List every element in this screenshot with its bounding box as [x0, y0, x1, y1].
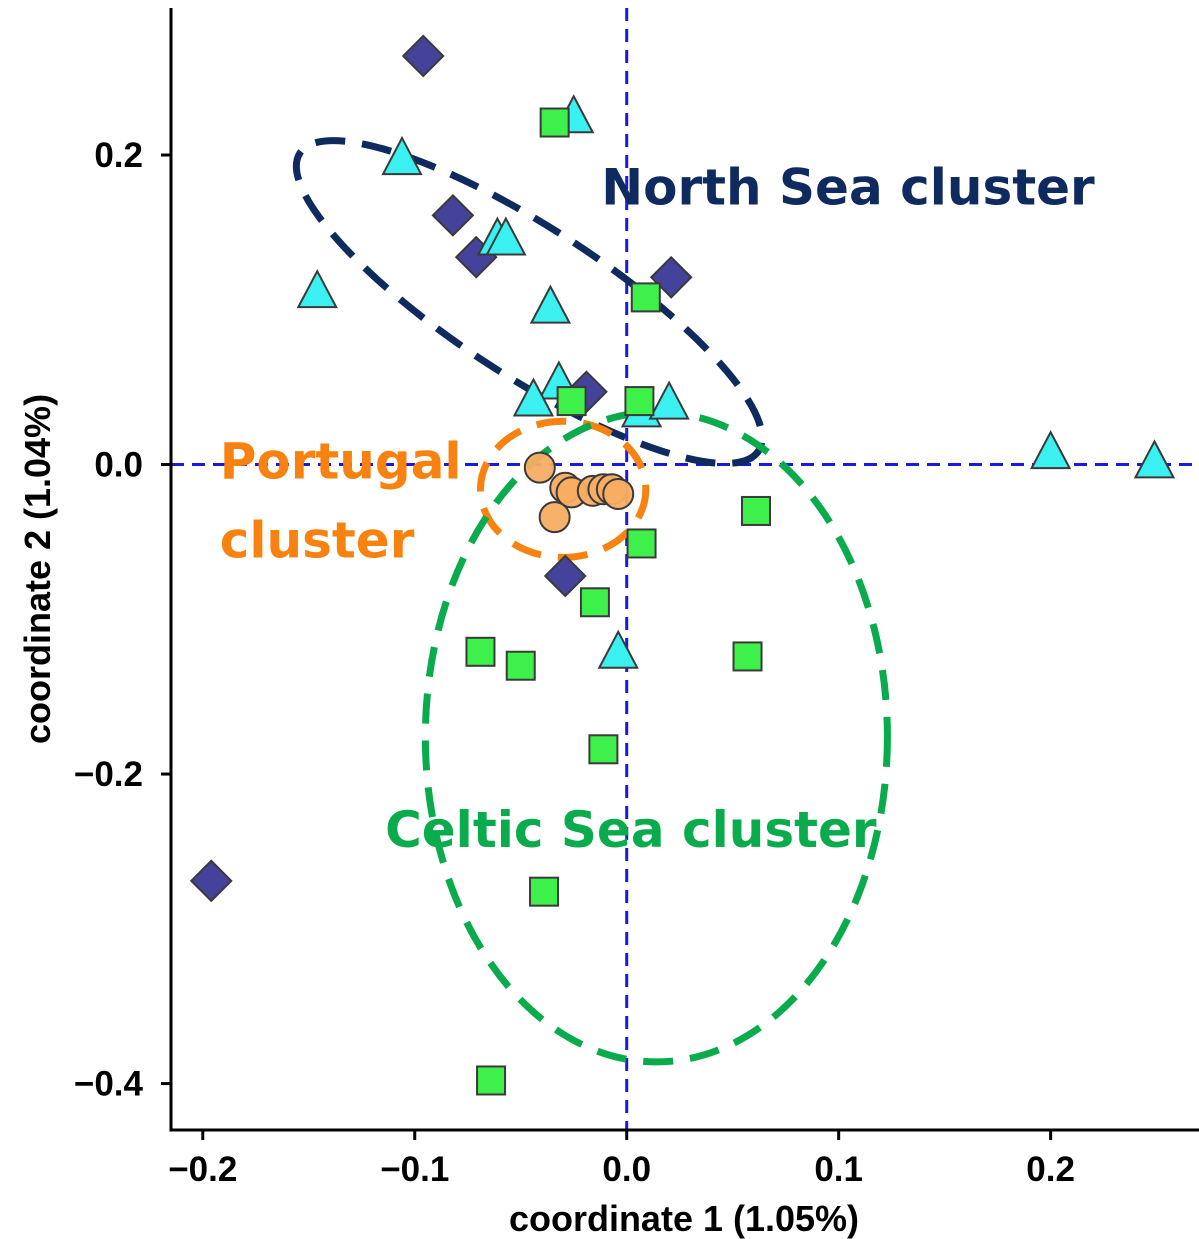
x-tick-label: −0.2	[168, 1150, 237, 1189]
data-point-triangle	[529, 284, 572, 324]
data-point-square	[476, 1065, 507, 1096]
data-points	[189, 34, 1176, 1096]
cluster-ellipse-3	[421, 408, 891, 1066]
axes: −0.2 −0.1 0.0 0.1 0.2 0.2 0.0 −0.2 −0.4	[74, 8, 1199, 1189]
data-point-triangle	[1133, 439, 1176, 479]
x-tick-label: 0.1	[814, 1150, 863, 1189]
data-point-square	[588, 734, 619, 765]
data-point-diamond	[431, 193, 475, 237]
data-point-triangle	[648, 380, 690, 420]
cluster-label-1: North Sea cluster	[601, 159, 1095, 217]
y-tick-label: 0.2	[94, 136, 143, 175]
data-point-triangle	[381, 135, 423, 176]
cluster-labels: North Sea cluster Portugal cluster Celtic S…	[220, 159, 1095, 859]
data-point-diamond	[401, 34, 445, 78]
data-point-square	[579, 587, 610, 618]
x-tick-label: −0.1	[380, 1150, 449, 1189]
cluster-label-2: Portugal	[220, 432, 462, 490]
data-point-circle	[602, 477, 635, 510]
cluster-label-3: cluster	[220, 511, 415, 569]
plot-area	[171, 8, 1199, 1130]
data-point-square	[556, 386, 587, 417]
x-tick-label: 0.0	[602, 1150, 651, 1189]
cluster-ellipse-1	[292, 137, 766, 467]
data-point-square	[732, 641, 763, 672]
data-point-triangle	[512, 377, 555, 417]
data-point-square	[741, 495, 772, 526]
y-tick-label: −0.2	[74, 755, 143, 794]
data-point-square	[630, 282, 661, 313]
data-point-circle	[523, 451, 556, 484]
x-axis-title: coordinate 1 (1.05%)	[509, 1198, 859, 1239]
data-point-circle	[538, 501, 571, 534]
data-point-square	[465, 636, 496, 667]
data-point-square	[539, 107, 570, 138]
data-point-square	[505, 650, 536, 681]
data-point-diamond	[189, 859, 233, 903]
data-point-triangle	[597, 629, 639, 669]
data-point-square	[626, 528, 657, 559]
y-axis-title: coordinate 2 (1.04%)	[17, 394, 58, 744]
data-point-triangle	[485, 216, 527, 256]
data-point-square	[624, 386, 655, 417]
cluster-label-4: Celtic Sea cluster	[385, 801, 877, 859]
data-point-triangle	[1029, 429, 1072, 470]
data-point-square	[529, 876, 560, 907]
y-tick-label: −0.4	[74, 1065, 144, 1104]
y-tick-label: 0.0	[94, 446, 143, 485]
data-point-diamond	[649, 255, 693, 299]
x-tick-label: 0.2	[1026, 1150, 1075, 1189]
data-point-diamond	[543, 554, 587, 598]
data-point-triangle	[296, 269, 338, 309]
